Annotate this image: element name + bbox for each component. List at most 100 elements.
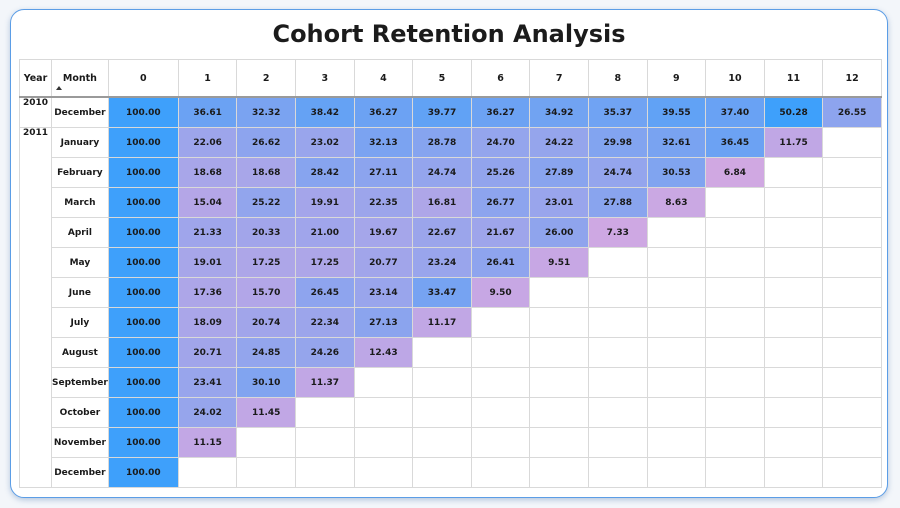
retention-cell: 36.45 — [705, 127, 765, 158]
retention-cell: 23.01 — [529, 187, 589, 218]
retention-cell: 26.41 — [470, 247, 531, 278]
empty-cell — [587, 367, 648, 398]
month-column-header[interactable]: Month — [51, 59, 109, 98]
empty-cell — [587, 427, 648, 458]
retention-cell: 21.67 — [470, 217, 531, 248]
empty-cell — [705, 217, 765, 248]
cohort-row: May 100.00 19.01 17.25 17.25 20.77 23.24 26.41 9… — [20, 247, 882, 278]
empty-cell — [822, 187, 882, 218]
period-header-3[interactable]: 3 — [295, 59, 355, 98]
empty-cell — [763, 187, 824, 218]
retention-cell: 22.06 — [177, 127, 238, 158]
empty-cell — [470, 307, 531, 338]
retention-cell: 34.92 — [529, 96, 589, 128]
cohort-row: August 100.00 20.71 24.85 24.26 12.43 — [20, 337, 882, 368]
month-cell: June — [51, 277, 109, 308]
empty-cell — [646, 217, 707, 248]
cohort-table: Year Month 0 1 2 3 4 5 6 7 8 9 10 11 12 2010 December… — [19, 59, 882, 488]
retention-cell: 6.84 — [705, 157, 765, 188]
retention-cell: 27.89 — [529, 157, 589, 188]
period-header-2[interactable]: 2 — [236, 59, 296, 98]
empty-cell — [646, 337, 707, 368]
empty-cell — [763, 157, 824, 188]
retention-cell: 11.37 — [295, 367, 355, 398]
retention-cell: 18.68 — [236, 157, 296, 188]
empty-cell — [646, 367, 707, 398]
retention-cell: 100.00 — [107, 96, 179, 128]
retention-cell: 15.04 — [177, 187, 238, 218]
cohort-row: 2011 January 100.00 22.06 26.62 23.02 32.13 28.… — [19, 127, 882, 488]
retention-cell: 25.26 — [470, 157, 531, 188]
retention-cell: 26.00 — [529, 217, 589, 248]
retention-cell: 20.77 — [353, 247, 414, 278]
retention-cell: 28.42 — [295, 157, 355, 188]
month-cell: August — [51, 337, 109, 368]
cohort-row: November 100.00 11.15 — [20, 427, 882, 458]
period-header-9[interactable]: 9 — [646, 59, 707, 98]
empty-cell — [353, 427, 414, 458]
retention-cell: 23.02 — [295, 127, 355, 158]
month-cell: May — [51, 247, 109, 278]
empty-cell — [763, 397, 824, 428]
period-header-4[interactable]: 4 — [353, 59, 414, 98]
cohort-row: February 100.00 18.68 18.68 28.42 27.11 24.74 2… — [20, 157, 882, 188]
empty-cell — [822, 277, 882, 308]
empty-cell — [705, 367, 765, 398]
period-header-10[interactable]: 10 — [705, 59, 765, 98]
empty-cell — [295, 397, 355, 428]
retention-cell: 23.14 — [353, 277, 414, 308]
retention-cell: 29.98 — [587, 127, 648, 158]
month-cell: January — [51, 127, 109, 158]
cohort-row: October 100.00 24.02 11.45 — [20, 397, 882, 428]
empty-cell — [353, 457, 414, 488]
retention-cell: 100.00 — [107, 367, 179, 398]
period-header-8[interactable]: 8 — [587, 59, 648, 98]
retention-cell: 21.33 — [177, 217, 238, 248]
year-cell: 2010 — [19, 96, 52, 128]
period-header-0[interactable]: 0 — [107, 59, 179, 98]
retention-cell: 11.15 — [177, 427, 238, 458]
retention-cell: 20.33 — [236, 217, 296, 248]
retention-cell: 11.17 — [412, 307, 472, 338]
empty-cell — [822, 367, 882, 398]
retention-cell: 100.00 — [107, 337, 179, 368]
empty-cell — [763, 427, 824, 458]
cohort-row: July 100.00 18.09 20.74 22.34 27.13 11.17 — [20, 307, 882, 338]
retention-cell: 8.63 — [646, 187, 707, 218]
retention-cell: 33.47 — [412, 277, 472, 308]
empty-cell — [763, 307, 824, 338]
empty-cell — [412, 397, 472, 428]
period-header-12[interactable]: 12 — [822, 59, 882, 98]
retention-cell: 37.40 — [705, 96, 765, 128]
retention-cell: 22.35 — [353, 187, 414, 218]
header-row: Year Month 0 1 2 3 4 5 6 7 8 9 10 11 12 — [19, 59, 882, 98]
empty-cell — [236, 427, 296, 458]
cohort-row: March 100.00 15.04 25.22 19.91 22.35 16.81 26.7… — [20, 187, 882, 218]
retention-cell: 17.36 — [177, 277, 238, 308]
retention-cell: 24.74 — [412, 157, 472, 188]
retention-cell: 24.70 — [470, 127, 531, 158]
retention-cell: 39.77 — [412, 96, 472, 128]
period-header-1[interactable]: 1 — [177, 59, 238, 98]
empty-cell — [295, 457, 355, 488]
retention-cell: 22.34 — [295, 307, 355, 338]
empty-cell — [646, 277, 707, 308]
retention-cell: 16.81 — [412, 187, 472, 218]
period-header-7[interactable]: 7 — [529, 59, 589, 98]
retention-cell: 32.13 — [353, 127, 414, 158]
empty-cell — [470, 367, 531, 398]
sort-ascending-icon[interactable] — [56, 86, 62, 90]
period-header-5[interactable]: 5 — [412, 59, 472, 98]
retention-cell: 38.42 — [295, 96, 355, 128]
year-column-header[interactable]: Year — [19, 59, 52, 98]
retention-cell: 100.00 — [107, 157, 179, 188]
retention-cell: 30.53 — [646, 157, 707, 188]
empty-cell — [705, 247, 765, 278]
period-header-6[interactable]: 6 — [470, 59, 531, 98]
retention-cell: 28.78 — [412, 127, 472, 158]
empty-cell — [470, 427, 531, 458]
retention-cell: 27.88 — [587, 187, 648, 218]
period-header-11[interactable]: 11 — [763, 59, 824, 98]
retention-cell: 24.26 — [295, 337, 355, 368]
empty-cell — [529, 337, 589, 368]
